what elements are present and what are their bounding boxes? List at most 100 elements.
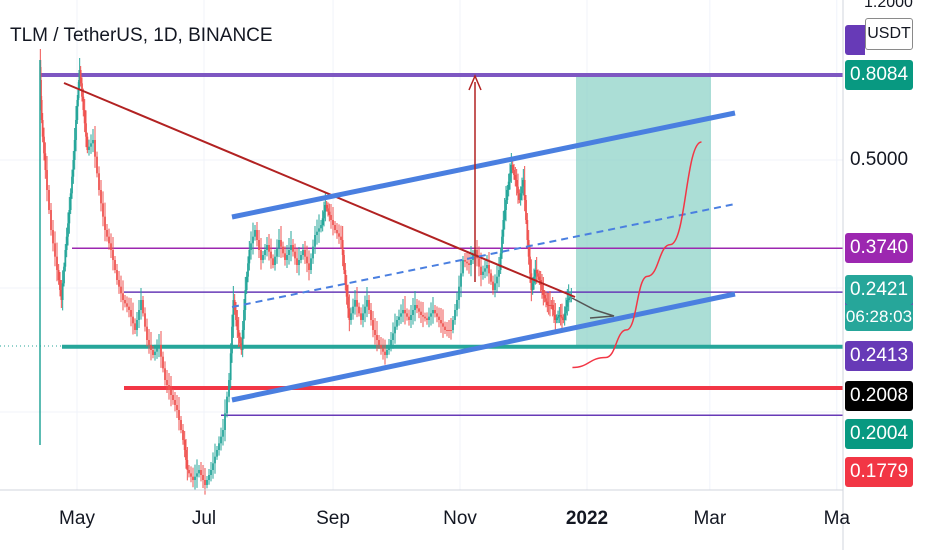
- candle-body: [258, 240, 260, 250]
- candle-body: [185, 450, 187, 460]
- candle-body: [204, 480, 206, 485]
- pointer-arrow: [571, 297, 615, 319]
- candle-body: [110, 243, 112, 250]
- hidden-price-label: [845, 25, 865, 55]
- candle-body: [308, 263, 310, 270]
- price-label-0-2004: 0.2004: [845, 419, 913, 449]
- candle-body: [514, 175, 517, 180]
- candle-body: [76, 100, 79, 120]
- candle-body: [248, 250, 251, 264]
- time-tick-label: May: [59, 508, 95, 529]
- candle-body: [559, 315, 562, 317]
- candle-body: [466, 261, 468, 264]
- candle-body: [558, 315, 561, 317]
- candle-body: [162, 356, 164, 369]
- candle-body: [341, 240, 344, 255]
- candle-body: [44, 153, 47, 170]
- candle-body: [83, 110, 86, 124]
- candle-body: [486, 265, 488, 269]
- candle-body: [510, 165, 513, 174]
- candle-body: [343, 255, 345, 270]
- candle-body: [142, 300, 144, 314]
- candle-body: [138, 310, 140, 320]
- candle-body: [406, 313, 408, 317]
- price-label-0-2008: 0.2008: [845, 381, 913, 411]
- candle-body: [154, 351, 156, 355]
- candle-body: [170, 390, 172, 395]
- candle-body: [130, 310, 132, 317]
- candle-body: [412, 310, 414, 315]
- candle-body: [75, 120, 77, 140]
- candle-body: [316, 231, 318, 235]
- candle-body: [515, 180, 518, 187]
- candle-body: [237, 330, 240, 337]
- currency-button[interactable]: USDT: [865, 18, 913, 50]
- candle-body: [360, 313, 362, 320]
- candle-body: [506, 190, 509, 200]
- candle-body: [446, 330, 448, 331]
- time-tick-label: Sep: [316, 508, 350, 529]
- candle-body: [156, 348, 158, 352]
- candle-body: [262, 255, 264, 260]
- candle-body: [57, 270, 60, 280]
- candle-body: [354, 300, 356, 307]
- candle-body: [522, 180, 525, 187]
- candle-body: [505, 200, 507, 210]
- candle-body: [260, 250, 262, 260]
- candle-body: [43, 136, 45, 154]
- candle-body: [268, 245, 270, 252]
- candle-body: [376, 335, 378, 340]
- candle-body: [318, 228, 320, 232]
- candle-body: [112, 250, 114, 260]
- candle-body: [73, 140, 76, 160]
- price-label-0-3740: 0.3740: [845, 233, 913, 264]
- candle-body: [538, 276, 541, 280]
- candle-body: [436, 313, 438, 317]
- candle-body: [290, 245, 292, 250]
- price-label-0-1779: 0.1779: [845, 457, 913, 487]
- candle-body: [48, 190, 50, 210]
- projected-path: [572, 141, 702, 369]
- candle-body: [50, 210, 52, 230]
- candle-body: [180, 420, 182, 430]
- candle-body: [386, 350, 388, 355]
- candle-body: [140, 300, 142, 310]
- candle-body: [274, 256, 276, 265]
- candle-body: [488, 265, 490, 274]
- candle-body: [364, 306, 366, 314]
- candle-body: [336, 230, 338, 234]
- candle-body: [569, 296, 571, 299]
- candle-body: [236, 320, 239, 330]
- candle-body: [82, 96, 85, 110]
- candle-body: [545, 298, 547, 302]
- candle-body: [350, 313, 352, 320]
- candle-body: [148, 340, 150, 345]
- candle-body: [414, 305, 416, 310]
- candle-body: [531, 283, 534, 290]
- time-tick-label: Nov: [443, 508, 477, 529]
- candle-body: [507, 181, 510, 190]
- time-tick-label: Jul: [191, 508, 217, 529]
- candle-body: [534, 270, 537, 277]
- candle-body: [422, 315, 424, 317]
- candle-body: [344, 270, 347, 285]
- candle-body: [292, 245, 294, 252]
- candle-body: [448, 330, 450, 331]
- candle-body: [374, 330, 376, 335]
- candle-body: [166, 380, 168, 385]
- candle-body: [478, 258, 480, 267]
- candle-body: [88, 146, 90, 150]
- candle-body: [480, 266, 482, 275]
- candle-body: [231, 326, 233, 354]
- candle-body: [554, 315, 557, 320]
- candle-body: [235, 310, 237, 320]
- candle-body: [334, 225, 336, 230]
- candle-body: [537, 273, 539, 277]
- candle-body: [144, 313, 146, 327]
- time-tick-label: Ma: [823, 508, 850, 529]
- candle-body: [314, 235, 316, 247]
- candle-body: [240, 343, 243, 350]
- candle-body: [241, 330, 244, 350]
- candle-body: [426, 318, 428, 320]
